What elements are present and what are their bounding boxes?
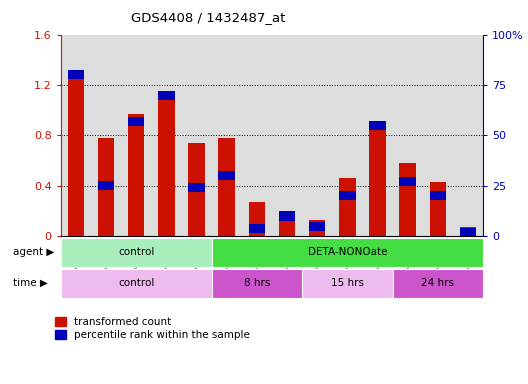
Bar	[332, 35, 362, 236]
Bar	[249, 223, 265, 233]
Bar	[453, 35, 483, 236]
Bar	[460, 227, 476, 236]
Bar	[423, 35, 453, 236]
Text: GDS4408 / 1432487_at: GDS4408 / 1432487_at	[131, 12, 286, 25]
Bar	[98, 181, 114, 190]
Bar	[212, 269, 302, 298]
Bar	[151, 35, 182, 236]
Bar	[188, 143, 205, 236]
Bar	[272, 35, 302, 236]
Bar	[158, 91, 175, 99]
Bar	[399, 177, 416, 186]
Bar	[242, 35, 272, 236]
Bar	[182, 35, 212, 236]
Bar	[68, 70, 84, 79]
Bar	[128, 117, 145, 126]
Bar	[339, 191, 356, 200]
Bar	[362, 35, 393, 236]
Bar	[393, 35, 423, 236]
Bar	[430, 191, 446, 200]
Text: control: control	[118, 278, 154, 288]
Bar	[61, 269, 212, 298]
Bar	[219, 171, 235, 180]
Text: DETA-NONOate: DETA-NONOate	[308, 247, 387, 258]
Bar	[212, 35, 242, 236]
Bar	[369, 123, 386, 236]
Text: time ▶: time ▶	[13, 278, 48, 288]
Bar	[399, 163, 416, 236]
Bar	[309, 222, 325, 231]
Bar	[158, 94, 175, 236]
Bar	[279, 216, 295, 236]
Bar	[339, 178, 356, 236]
Legend: transformed count, percentile rank within the sample: transformed count, percentile rank withi…	[55, 317, 250, 340]
Bar	[61, 238, 212, 267]
Text: 24 hrs: 24 hrs	[421, 278, 455, 288]
Bar	[219, 138, 235, 236]
Text: control: control	[118, 247, 154, 258]
Bar	[393, 269, 483, 298]
Bar	[302, 35, 332, 236]
Bar	[302, 269, 393, 298]
Bar	[430, 182, 446, 236]
Bar	[309, 220, 325, 236]
Text: agent ▶: agent ▶	[13, 247, 54, 258]
Bar	[188, 183, 205, 192]
Bar	[98, 138, 114, 236]
Bar	[212, 238, 483, 267]
Bar	[128, 114, 145, 236]
Bar	[279, 212, 295, 220]
Bar	[369, 121, 386, 130]
Text: 15 hrs: 15 hrs	[331, 278, 364, 288]
Bar	[249, 202, 265, 236]
Bar	[68, 75, 84, 236]
Bar	[61, 35, 91, 236]
Bar	[121, 35, 151, 236]
Bar	[460, 228, 476, 237]
Text: 8 hrs: 8 hrs	[243, 278, 270, 288]
Bar	[91, 35, 121, 236]
